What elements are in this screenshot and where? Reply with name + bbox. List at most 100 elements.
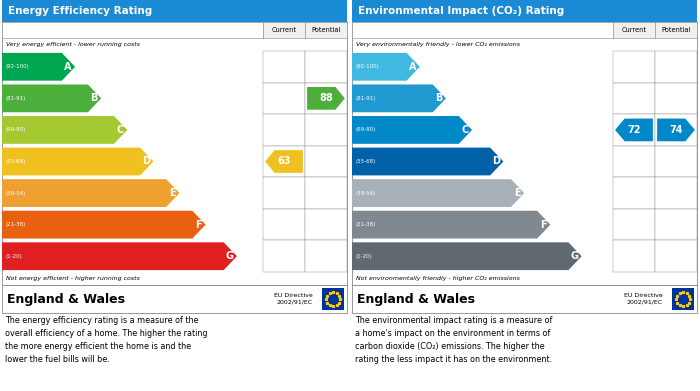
Bar: [263, 83, 305, 114]
Text: (55-68): (55-68): [5, 159, 25, 164]
Text: C: C: [461, 125, 468, 135]
Bar: [263, 146, 305, 177]
Text: Very environmentally friendly - lower CO₂ emissions: Very environmentally friendly - lower CO…: [356, 42, 520, 47]
Text: Environmental Impact (CO₂) Rating: Environmental Impact (CO₂) Rating: [358, 6, 564, 16]
Bar: [655, 114, 697, 146]
Text: A: A: [409, 62, 416, 72]
Text: D: D: [142, 156, 150, 167]
Bar: [305, 83, 347, 114]
Polygon shape: [657, 118, 695, 141]
Bar: [613, 51, 655, 83]
Bar: [305, 209, 347, 240]
Bar: [613, 240, 655, 272]
Text: 63: 63: [277, 156, 290, 167]
Bar: [613, 83, 655, 114]
Bar: [305, 240, 347, 272]
Text: EU Directive
2002/91/EC: EU Directive 2002/91/EC: [274, 293, 313, 305]
Bar: [2, 22, 347, 285]
Bar: [2, 22, 263, 38]
Bar: [613, 146, 655, 177]
Bar: [613, 209, 655, 240]
Text: B: B: [435, 93, 442, 103]
Bar: [263, 114, 305, 146]
Text: (69-80): (69-80): [5, 127, 25, 133]
Polygon shape: [307, 87, 345, 110]
Bar: [263, 177, 305, 209]
Bar: [352, 285, 697, 313]
Bar: [655, 51, 697, 83]
Text: E: E: [514, 188, 520, 198]
Text: The environmental impact rating is a measure of
a home's impact on the environme: The environmental impact rating is a mea…: [355, 316, 552, 364]
Text: EU Directive
2002/91/EC: EU Directive 2002/91/EC: [624, 293, 663, 305]
Bar: [613, 114, 655, 146]
Bar: [305, 114, 347, 146]
Polygon shape: [2, 242, 237, 270]
Bar: [613, 177, 655, 209]
Bar: [322, 288, 344, 310]
Text: (81-91): (81-91): [355, 96, 375, 101]
Text: (92-100): (92-100): [355, 64, 379, 69]
Text: 88: 88: [319, 93, 333, 103]
Text: G: G: [570, 251, 578, 261]
Text: Current: Current: [622, 27, 647, 33]
Polygon shape: [352, 53, 420, 81]
Bar: [655, 146, 697, 177]
Text: (1-20): (1-20): [5, 254, 22, 259]
Text: (81-91): (81-91): [5, 96, 25, 101]
Text: (21-38): (21-38): [5, 222, 25, 227]
Text: England & Wales: England & Wales: [7, 292, 125, 305]
Text: G: G: [225, 251, 234, 261]
Bar: [655, 22, 697, 38]
Polygon shape: [265, 150, 303, 173]
Polygon shape: [352, 242, 582, 270]
Bar: [305, 51, 347, 83]
Bar: [352, 22, 697, 285]
Text: Current: Current: [272, 27, 297, 33]
Polygon shape: [352, 211, 550, 239]
Bar: [672, 288, 694, 310]
Polygon shape: [2, 53, 75, 81]
Bar: [655, 83, 697, 114]
Polygon shape: [2, 148, 153, 176]
Text: (92-100): (92-100): [5, 64, 29, 69]
Bar: [352, 0, 697, 22]
Text: (39-54): (39-54): [5, 190, 25, 196]
Bar: [613, 22, 655, 38]
Polygon shape: [2, 84, 101, 112]
Text: E: E: [169, 188, 176, 198]
Text: (21-38): (21-38): [355, 222, 375, 227]
Text: C: C: [116, 125, 124, 135]
Text: (55-68): (55-68): [355, 159, 375, 164]
Bar: [263, 209, 305, 240]
Polygon shape: [352, 148, 503, 176]
Text: B: B: [90, 93, 97, 103]
Bar: [263, 22, 305, 38]
Text: The energy efficiency rating is a measure of the
overall efficiency of a home. T: The energy efficiency rating is a measur…: [5, 316, 207, 364]
Text: Not environmentally friendly - higher CO₂ emissions: Not environmentally friendly - higher CO…: [356, 276, 520, 281]
Text: Energy Efficiency Rating: Energy Efficiency Rating: [8, 6, 153, 16]
Bar: [655, 177, 697, 209]
Polygon shape: [352, 179, 524, 207]
Polygon shape: [2, 179, 179, 207]
Bar: [655, 209, 697, 240]
Text: Very energy efficient - lower running costs: Very energy efficient - lower running co…: [6, 42, 140, 47]
Text: F: F: [195, 220, 202, 230]
Bar: [2, 0, 347, 22]
Bar: [352, 22, 613, 38]
Bar: [305, 146, 347, 177]
Bar: [263, 51, 305, 83]
Polygon shape: [2, 116, 127, 144]
Bar: [2, 285, 347, 313]
Text: Potential: Potential: [662, 27, 691, 33]
Text: F: F: [540, 220, 547, 230]
Text: 74: 74: [669, 125, 682, 135]
Text: A: A: [64, 62, 71, 72]
Text: England & Wales: England & Wales: [357, 292, 475, 305]
Polygon shape: [352, 116, 472, 144]
Bar: [305, 177, 347, 209]
Polygon shape: [352, 84, 446, 112]
Text: D: D: [492, 156, 500, 167]
Text: Potential: Potential: [312, 27, 341, 33]
Text: 72: 72: [627, 125, 640, 135]
Polygon shape: [615, 118, 653, 141]
